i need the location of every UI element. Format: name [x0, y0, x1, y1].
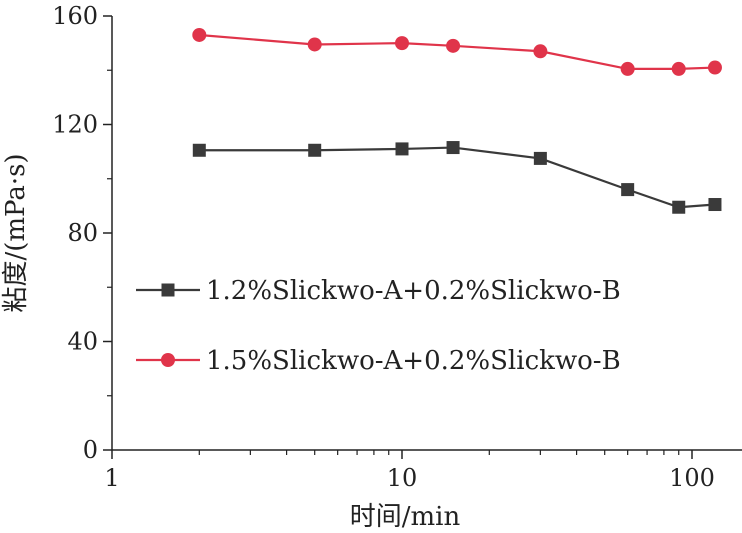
- legend-marker-square: [161, 283, 175, 297]
- data-point-square: [446, 141, 460, 155]
- data-point-circle: [192, 27, 207, 42]
- data-point-square: [708, 198, 722, 212]
- data-point-square: [533, 151, 547, 165]
- y-tick-label: 40: [67, 328, 98, 356]
- ticks: 0 40 80 120 160 1 10 100: [52, 2, 715, 492]
- data-point-square: [672, 200, 686, 214]
- data-point-square: [308, 143, 322, 157]
- y-tick-label: 80: [67, 219, 98, 247]
- y-tick-label: 160: [52, 2, 98, 30]
- data-point-circle: [533, 44, 548, 59]
- legend-item-1: 1.2%Slickwo-A+0.2%Slickwo-B: [136, 276, 621, 306]
- legend-marker-circle: [161, 353, 175, 367]
- legend-label: 1.5%Slickwo-A+0.2%Slickwo-B: [206, 346, 621, 376]
- series-line: [199, 33, 716, 70]
- series-line: [199, 146, 716, 209]
- data-point-circle: [620, 61, 635, 76]
- series-2: [192, 27, 722, 76]
- data-point-square: [192, 143, 206, 157]
- legend-label: 1.2%Slickwo-A+0.2%Slickwo-B: [206, 276, 621, 306]
- data-point-circle: [395, 36, 409, 51]
- data-point-square: [621, 183, 635, 197]
- x-tick-label: 1: [104, 464, 119, 492]
- data-point-circle: [307, 37, 322, 52]
- legend-item-2: 1.5%Slickwo-A+0.2%Slickwo-B: [136, 346, 621, 376]
- y-tick-label: 0: [83, 436, 98, 464]
- x-axis-label: 时间/min: [350, 502, 461, 532]
- series-1: [192, 141, 722, 214]
- series-group: [192, 27, 722, 214]
- legend: 1.2%Slickwo-A+0.2%Slickwo-B 1.5%Slickwo-A…: [136, 276, 621, 376]
- data-point-circle: [446, 38, 461, 53]
- axes: [111, 16, 742, 451]
- data-point-circle: [707, 60, 722, 75]
- y-axis-label: 粘度/(mPa·s): [1, 153, 31, 312]
- x-tick-label: 100: [669, 464, 715, 492]
- data-point-square: [395, 142, 409, 156]
- y-tick-label: 120: [52, 111, 98, 139]
- data-point-circle: [671, 61, 686, 76]
- x-tick-label: 10: [387, 464, 418, 492]
